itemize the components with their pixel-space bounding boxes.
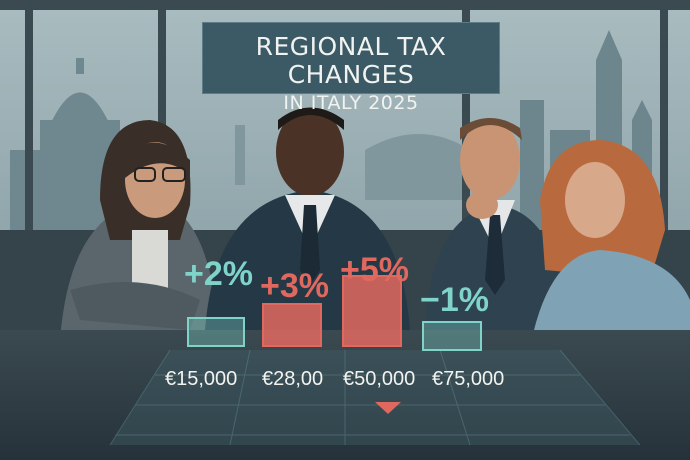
- table-grid: [109, 349, 641, 446]
- title-line2: IN ITALY 2025: [283, 92, 419, 114]
- value-label-4: −1%: [420, 281, 489, 319]
- value-label-3: +5%: [340, 251, 409, 289]
- title-line1: REGIONAL TAX CHANGES: [255, 32, 447, 89]
- colosseum-silhouette: [235, 125, 470, 200]
- title-banner: REGIONAL TAX CHANGES IN ITALY 2025: [202, 22, 500, 114]
- category-label-4: €75,000: [432, 368, 505, 390]
- value-label-1: +2%: [184, 255, 253, 293]
- person-man-thinking: [425, 118, 570, 335]
- bar-1: [187, 317, 245, 347]
- category-label-1: €15,000: [165, 368, 238, 390]
- value-label-2: +3%: [260, 267, 329, 305]
- bar-3: [342, 275, 402, 347]
- down-arrow-marker: [375, 402, 401, 414]
- category-label-3: €50,000: [343, 368, 416, 390]
- person-woman-glasses: [60, 120, 220, 340]
- category-label-2: €28,00: [262, 368, 324, 390]
- bar-4: [422, 321, 482, 351]
- bar-2: [262, 303, 322, 347]
